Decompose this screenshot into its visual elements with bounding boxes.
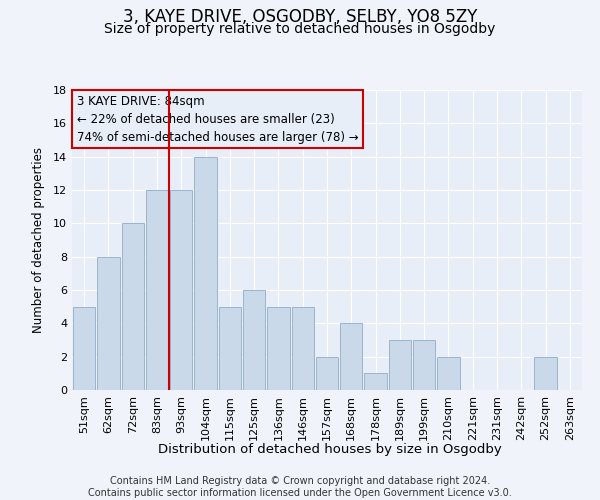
Bar [194, 156, 217, 390]
Bar [170, 190, 193, 390]
Text: Size of property relative to detached houses in Osgodby: Size of property relative to detached ho… [104, 22, 496, 36]
Text: Contains HM Land Registry data © Crown copyright and database right 2024.
Contai: Contains HM Land Registry data © Crown c… [88, 476, 512, 498]
Text: 3, KAYE DRIVE, OSGODBY, SELBY, YO8 5ZY: 3, KAYE DRIVE, OSGODBY, SELBY, YO8 5ZY [123, 8, 477, 26]
Bar [364, 374, 387, 390]
Bar [292, 306, 314, 390]
Bar [218, 306, 241, 390]
Text: 3 KAYE DRIVE: 84sqm
← 22% of detached houses are smaller (23)
74% of semi-detach: 3 KAYE DRIVE: 84sqm ← 22% of detached ho… [77, 94, 359, 144]
Bar [146, 190, 168, 390]
Bar [243, 290, 265, 390]
Bar [73, 306, 95, 390]
Bar [535, 356, 557, 390]
Bar [97, 256, 119, 390]
Bar [316, 356, 338, 390]
Bar [389, 340, 411, 390]
Bar [413, 340, 436, 390]
Y-axis label: Number of detached properties: Number of detached properties [32, 147, 44, 333]
Bar [437, 356, 460, 390]
Bar [267, 306, 290, 390]
Bar [340, 324, 362, 390]
Bar [122, 224, 144, 390]
Text: Distribution of detached houses by size in Osgodby: Distribution of detached houses by size … [158, 442, 502, 456]
